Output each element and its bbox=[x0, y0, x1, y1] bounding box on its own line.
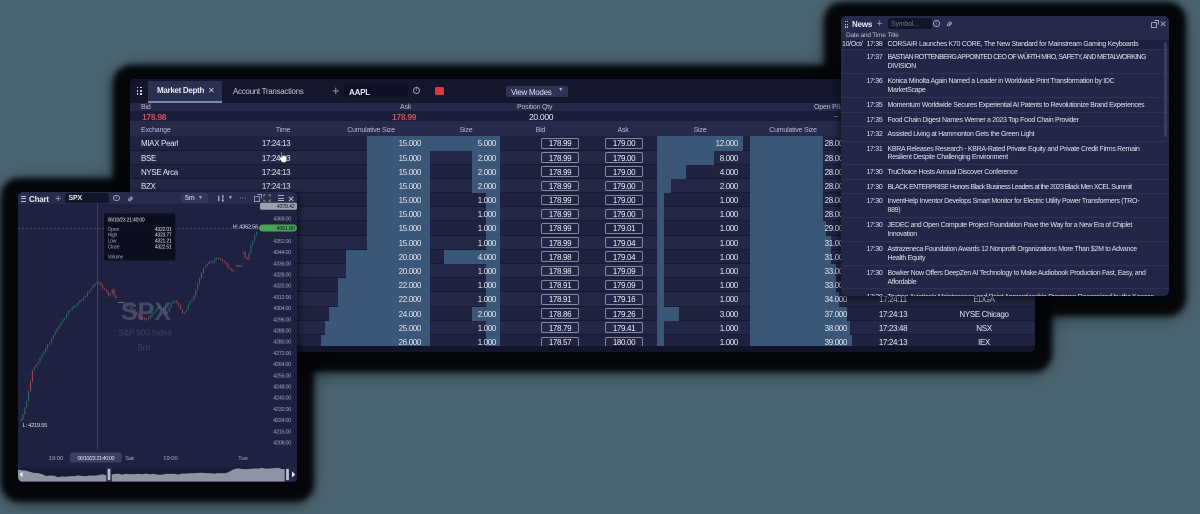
svg-text:4272.00: 4272.00 bbox=[273, 351, 291, 357]
svg-text:4320.00: 4320.00 bbox=[273, 284, 291, 290]
svg-text:4352.00: 4352.00 bbox=[273, 239, 291, 245]
svg-text:5m: 5m bbox=[137, 343, 150, 354]
svg-text:4288.00: 4288.00 bbox=[273, 329, 291, 335]
svg-text:S&P 500 Index: S&P 500 Index bbox=[118, 329, 171, 338]
svg-text:4256.00: 4256.00 bbox=[273, 373, 291, 379]
svg-text:4336.00: 4336.00 bbox=[273, 261, 291, 267]
svg-text:4323.77: 4323.77 bbox=[155, 233, 172, 239]
svg-text:4264.00: 4264.00 bbox=[273, 362, 291, 368]
svg-text:19:00: 19:00 bbox=[49, 456, 64, 462]
svg-text:4368.00: 4368.00 bbox=[273, 217, 291, 223]
svg-text:4322.01: 4322.01 bbox=[155, 227, 172, 233]
svg-text:Open: Open bbox=[108, 227, 120, 233]
svg-text:Sat: Sat bbox=[125, 456, 134, 462]
svg-text:Low: Low bbox=[108, 239, 117, 245]
svg-text:SPX: SPX bbox=[121, 298, 171, 326]
svg-text:4378.42: 4378.42 bbox=[277, 204, 295, 210]
svg-text:4361.80: 4361.80 bbox=[277, 226, 295, 232]
svg-text:4304.00: 4304.00 bbox=[273, 306, 291, 312]
svg-text:4216.00: 4216.00 bbox=[273, 429, 291, 435]
svg-text:4224.00: 4224.00 bbox=[273, 418, 291, 424]
svg-text:Close: Close bbox=[108, 245, 120, 251]
svg-text:4296.00: 4296.00 bbox=[273, 317, 291, 323]
svg-text:4322.51: 4322.51 bbox=[155, 245, 172, 251]
svg-text:4328.00: 4328.00 bbox=[273, 273, 291, 279]
svg-text:L: 4219.55: L: 4219.55 bbox=[23, 423, 47, 429]
svg-text:4248.00: 4248.00 bbox=[273, 385, 291, 391]
svg-text:4208.00: 4208.00 bbox=[273, 441, 291, 447]
svg-text:4344.00: 4344.00 bbox=[273, 250, 291, 256]
svg-text:Tue: Tue bbox=[238, 456, 248, 462]
svg-text:Volume: Volume bbox=[108, 254, 124, 260]
svg-text:06/10/23 21:40:00: 06/10/23 21:40:00 bbox=[77, 456, 114, 462]
svg-text:High: High bbox=[108, 233, 118, 239]
svg-text:19:00: 19:00 bbox=[163, 456, 178, 462]
svg-text:4232.00: 4232.00 bbox=[273, 407, 291, 413]
svg-text:4312.00: 4312.00 bbox=[273, 295, 291, 301]
svg-text:4321.21: 4321.21 bbox=[155, 239, 172, 245]
svg-text:H: 4362.56: H: 4362.56 bbox=[233, 225, 258, 231]
svg-text:06/10/23 21:40:00: 06/10/23 21:40:00 bbox=[108, 218, 145, 224]
svg-text:4280.00: 4280.00 bbox=[273, 340, 291, 346]
svg-text:4240.00: 4240.00 bbox=[273, 396, 291, 402]
